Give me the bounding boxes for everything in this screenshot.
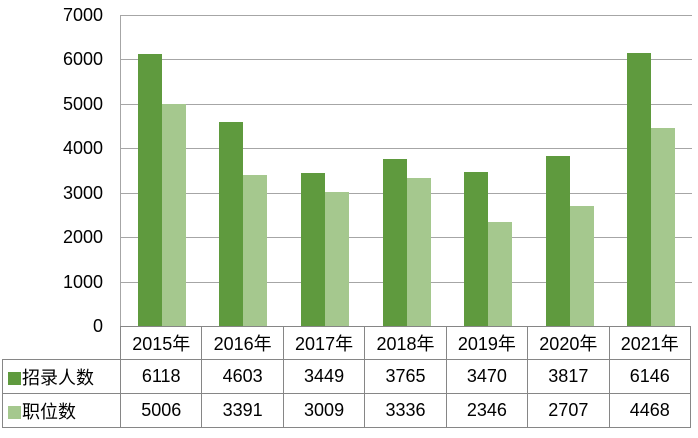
table-year-header: 2017年 [282,326,366,360]
bar [545,156,570,326]
bar-group [610,15,692,326]
table-year-header: 2021年 [608,326,692,360]
table-value-cell: 3336 [364,393,447,428]
table-year-header: 2016年 [201,326,284,360]
bar [219,121,244,326]
table-year-header: 2019年 [445,326,529,360]
gridline [121,148,692,150]
gridline [121,15,692,16]
table-value-cell: 3817 [527,359,610,394]
y-axis-tick-label: 2000 [62,227,103,248]
bar [627,52,652,326]
bars-layer [121,15,692,326]
bar [569,205,594,326]
table-value-cell: 2346 [445,393,529,428]
y-axis-tick-label: 1000 [62,271,103,292]
table-row: 职位数 5006 3391 3009 3336 2346 2707 4468 [2,393,692,428]
table-value-cell: 3009 [282,393,366,428]
table-value-cell: 3391 [201,393,284,428]
bar [137,54,162,326]
table-year-header: 2020年 [527,326,610,360]
table-value-cell: 3449 [282,359,366,394]
y-axis-tick-label: 6000 [62,49,103,70]
y-axis-tick-label: 0 [92,316,103,336]
legend-key-icon [8,371,21,385]
table-value-cell: 6118 [119,359,203,394]
table-row: 招录人数 6118 4603 3449 3765 3470 3817 6146 [2,359,692,394]
gridline [121,59,692,61]
series-name: 职位数 [22,401,76,422]
plot-area [120,15,692,326]
bar-group [447,15,529,326]
table-value-cell: 2707 [527,393,610,428]
bar [464,171,489,326]
bar-group [203,15,285,326]
table-value-cell: 5006 [119,393,203,428]
bar [651,127,676,326]
bar-group [529,15,611,326]
data-table: 2015年 2016年 2017年 2018年 2019年 2020年 2021年招录人数 6… [2,326,692,428]
table-value-cell: 3470 [445,359,529,394]
table-value-cell: 4468 [608,393,692,428]
bar-group [284,15,366,326]
gridline [121,103,692,105]
bar [382,158,407,326]
y-axis-tick-label: 4000 [62,138,103,159]
bar [243,175,268,326]
table-year-header: 2018年 [364,326,447,360]
table-value-cell: 4603 [201,359,284,394]
y-axis-tick-label: 3000 [62,182,103,203]
y-axis-tick-label: 7000 [62,5,103,25]
bar [161,103,186,326]
bar-group [366,15,448,326]
table-value-cell: 6146 [608,359,692,394]
table-year-header: 2015年 [119,326,203,360]
bar [488,221,513,326]
series-label-cell: 招录人数 [2,359,121,394]
series-label-cell: 职位数 [2,393,121,428]
bar [300,172,325,326]
table-value-cell: 3765 [364,359,447,394]
y-axis-tick-label: 5000 [62,93,103,114]
series-name: 招录人数 [22,367,94,388]
bar-group [121,15,203,326]
table-corner-cell [2,326,121,360]
legend-key-icon [8,405,21,419]
bar [406,177,431,326]
bar [324,192,349,326]
